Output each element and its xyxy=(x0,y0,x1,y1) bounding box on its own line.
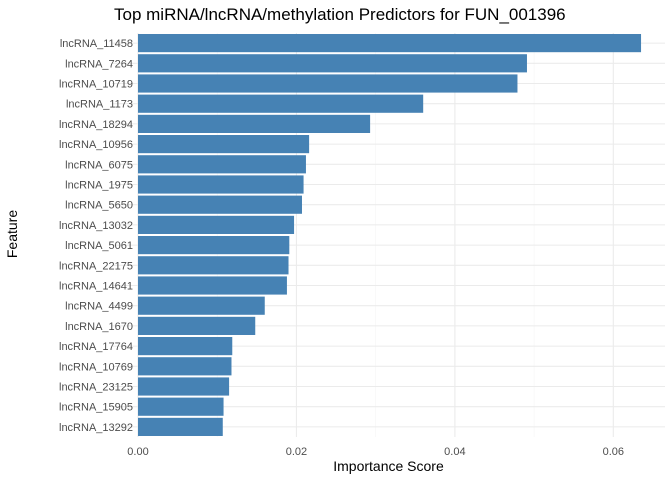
y-tick-label: lncRNA_4499 xyxy=(65,301,133,313)
x-tick-label: 0.02 xyxy=(286,446,307,458)
y-tick-label: lncRNA_14641 xyxy=(59,281,133,293)
grid xyxy=(112,33,665,437)
y-tick-label: lncRNA_18294 xyxy=(59,119,133,131)
x-tick-label: 0.06 xyxy=(603,446,624,458)
bar xyxy=(138,417,223,436)
y-tick-label: lncRNA_11458 xyxy=(60,38,133,50)
bar xyxy=(138,195,302,214)
bar xyxy=(138,357,232,376)
bar xyxy=(138,256,289,275)
bar xyxy=(138,337,233,356)
y-tick-label: lncRNA_7264 xyxy=(65,58,133,70)
y-tick-label: lncRNA_1975 xyxy=(65,180,133,192)
y-tick-label: lncRNA_10956 xyxy=(59,139,133,151)
y-axis-title: Feature xyxy=(4,210,20,258)
bar xyxy=(138,316,256,335)
bars xyxy=(138,34,642,436)
bar xyxy=(138,397,224,416)
chart-title: Top miRNA/lncRNA/methylation Predictors … xyxy=(114,5,566,24)
y-tick-label: lncRNA_13292 xyxy=(59,422,133,434)
y-tick-label: lncRNA_5061 xyxy=(65,240,133,252)
y-tick-label: lncRNA_13032 xyxy=(59,220,133,232)
bar xyxy=(138,155,306,174)
y-tick-label: lncRNA_1670 xyxy=(65,321,133,333)
bar xyxy=(138,74,518,93)
bar xyxy=(138,94,424,113)
y-tick-label: lncRNA_22175 xyxy=(59,260,133,272)
x-axis-tick-labels: 0.00 0.02 0.04 0.06 xyxy=(127,446,624,458)
bar xyxy=(138,377,230,396)
y-tick-label: lncRNA_15905 xyxy=(59,402,133,414)
y-tick-label: lncRNA_23125 xyxy=(59,382,133,394)
bar xyxy=(138,54,527,73)
bar xyxy=(138,175,304,194)
y-tick-label: lncRNA_17764 xyxy=(59,341,133,353)
x-tick-label: 0.00 xyxy=(127,446,148,458)
y-tick-label: lncRNA_6075 xyxy=(65,159,133,171)
y-tick-label: lncRNA_10719 xyxy=(59,79,133,91)
bar xyxy=(138,236,290,255)
y-axis-tick-labels: lncRNA_11458 lncRNA_7264 lncRNA_10719 lncRN… xyxy=(59,38,133,434)
bar xyxy=(138,114,371,133)
x-axis-title: Importance Score xyxy=(333,458,444,474)
y-tick-label: lncRNA_10769 xyxy=(59,361,133,373)
bar xyxy=(138,215,295,234)
bar xyxy=(138,276,287,295)
bar xyxy=(138,296,265,315)
y-tick-label: lncRNA_5650 xyxy=(65,200,133,212)
bar xyxy=(138,34,642,53)
bar xyxy=(138,135,310,154)
x-tick-label: 0.04 xyxy=(444,446,465,458)
y-tick-label: lncRNA_1173 xyxy=(66,99,133,111)
